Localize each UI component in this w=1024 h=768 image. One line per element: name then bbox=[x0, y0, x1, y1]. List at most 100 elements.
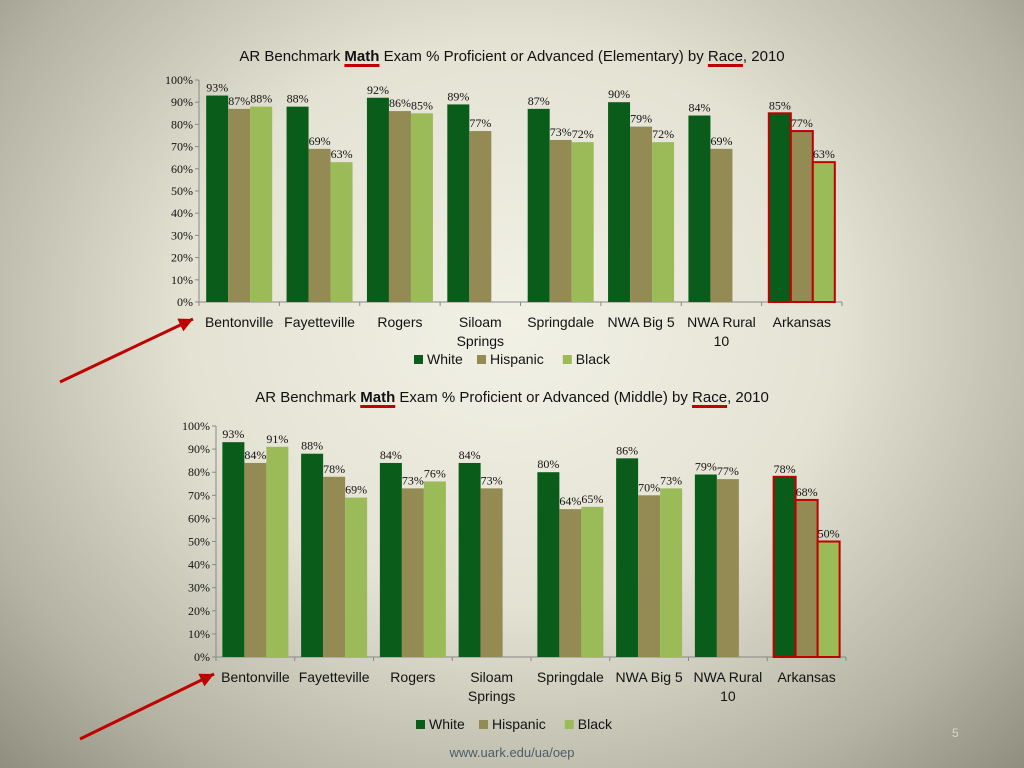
data-label: 73% bbox=[481, 473, 503, 487]
bar-white bbox=[537, 472, 560, 657]
y-tick-label: 100% bbox=[165, 73, 193, 87]
x-category-label: Siloam Springs bbox=[457, 314, 504, 349]
title-text: AR Benchmark bbox=[239, 48, 345, 65]
bar-black bbox=[345, 497, 368, 657]
x-category-label: Rogers bbox=[390, 669, 435, 685]
y-tick-label: 20% bbox=[171, 251, 193, 265]
data-label: 70% bbox=[638, 480, 660, 494]
bar-white bbox=[206, 95, 229, 302]
y-tick-label: 70% bbox=[171, 140, 193, 154]
title-text: Exam % Proficient or Advanced (Middle) b… bbox=[395, 389, 693, 406]
x-category-label: Siloam Springs bbox=[468, 669, 515, 704]
y-tick-label: 60% bbox=[188, 511, 210, 525]
data-label: 88% bbox=[301, 439, 323, 453]
bar-white bbox=[379, 462, 402, 657]
title-keyword-math: Math bbox=[344, 48, 380, 65]
x-category-label: Springdale bbox=[537, 669, 604, 685]
legend-swatch bbox=[416, 720, 425, 729]
bar-white bbox=[608, 102, 631, 302]
legend-swatch bbox=[414, 355, 423, 364]
bar-black bbox=[660, 488, 683, 657]
red-arrow-icon bbox=[79, 672, 215, 741]
bar-hispanic bbox=[469, 131, 492, 302]
x-category-label: NWA Big 5 bbox=[616, 669, 683, 685]
bar-black bbox=[423, 481, 446, 657]
y-tick-label: 100% bbox=[182, 419, 210, 433]
data-label: 85% bbox=[769, 98, 791, 112]
bar-hispanic bbox=[323, 476, 346, 657]
bar-hispanic bbox=[710, 148, 733, 302]
x-category-label: NWA Rural 10 bbox=[687, 314, 756, 349]
bar-hispanic bbox=[244, 462, 267, 657]
bar-black bbox=[816, 540, 841, 658]
y-tick-label: 20% bbox=[188, 604, 210, 618]
y-tick-label: 40% bbox=[188, 558, 210, 572]
data-label: 64% bbox=[559, 494, 581, 508]
data-label: 87% bbox=[228, 94, 250, 108]
bar-black bbox=[266, 446, 289, 657]
data-label: 85% bbox=[411, 98, 433, 112]
title-text: Exam % Proficient or Advanced (Elementar… bbox=[379, 48, 708, 65]
data-label: 50% bbox=[818, 527, 840, 541]
y-tick-label: 0% bbox=[194, 650, 210, 664]
bar-black bbox=[250, 106, 273, 302]
title-keyword-math: Math bbox=[360, 389, 396, 406]
data-label: 63% bbox=[331, 147, 353, 161]
bar-hispanic bbox=[630, 126, 653, 303]
data-label: 79% bbox=[630, 112, 652, 126]
data-label: 72% bbox=[652, 127, 674, 141]
y-tick-label: 10% bbox=[171, 273, 193, 287]
legend-label: Hispanic bbox=[490, 351, 544, 367]
x-category-label: Springdale bbox=[527, 314, 594, 330]
bar-white bbox=[447, 104, 470, 302]
bar-black bbox=[571, 142, 594, 302]
y-tick-label: 80% bbox=[171, 117, 193, 131]
x-category-label: Rogers bbox=[377, 314, 422, 330]
y-tick-label: 30% bbox=[171, 228, 193, 242]
legend-label: Black bbox=[578, 716, 613, 732]
y-tick-label: 60% bbox=[171, 162, 193, 176]
legend-swatch bbox=[479, 720, 488, 729]
bar-hispanic bbox=[480, 488, 503, 657]
bar-hispanic bbox=[549, 139, 572, 302]
title-text: , 2010 bbox=[742, 48, 785, 65]
x-category-label: Bentonville bbox=[205, 314, 274, 330]
data-label: 88% bbox=[287, 92, 309, 106]
bar-white bbox=[458, 462, 481, 657]
data-label: 84% bbox=[459, 448, 481, 462]
bar-white bbox=[222, 442, 245, 657]
chart-title-elementary: AR Benchmark Math Exam % Proficient or A… bbox=[0, 48, 1024, 65]
y-tick-label: 30% bbox=[188, 581, 210, 595]
data-label: 65% bbox=[581, 492, 603, 506]
y-tick-label: 50% bbox=[188, 535, 210, 549]
data-label: 86% bbox=[389, 96, 411, 110]
data-label: 87% bbox=[528, 94, 550, 108]
data-label: 86% bbox=[616, 443, 638, 457]
title-keyword-race: Race bbox=[692, 389, 728, 406]
bar-white bbox=[616, 458, 639, 657]
data-label: 69% bbox=[710, 134, 732, 148]
bar-hispanic bbox=[559, 509, 582, 657]
legend-swatch bbox=[564, 720, 574, 729]
data-label: 93% bbox=[206, 81, 228, 95]
data-label: 80% bbox=[537, 457, 559, 471]
y-tick-label: 70% bbox=[188, 488, 210, 502]
data-label: 77% bbox=[469, 116, 491, 130]
y-tick-label: 10% bbox=[188, 627, 210, 641]
data-label: 91% bbox=[266, 432, 288, 446]
legend-label: Black bbox=[576, 351, 611, 367]
data-label: 63% bbox=[813, 147, 835, 161]
legend-label: White bbox=[429, 716, 465, 732]
data-label: 84% bbox=[380, 448, 402, 462]
data-label: 68% bbox=[796, 485, 818, 499]
y-tick-label: 80% bbox=[188, 465, 210, 479]
chart-title-middle: AR Benchmark Math Exam % Proficient or A… bbox=[0, 389, 1024, 406]
data-label: 69% bbox=[345, 483, 367, 497]
bar-white bbox=[366, 97, 389, 302]
footer-url[interactable]: www.uark.edu/ua/oep bbox=[449, 745, 575, 760]
legend-label: White bbox=[427, 351, 463, 367]
x-category-label: Fayetteville bbox=[284, 314, 355, 330]
data-label: 73% bbox=[550, 125, 572, 139]
data-label: 79% bbox=[695, 460, 717, 474]
legend-swatch bbox=[477, 355, 486, 364]
